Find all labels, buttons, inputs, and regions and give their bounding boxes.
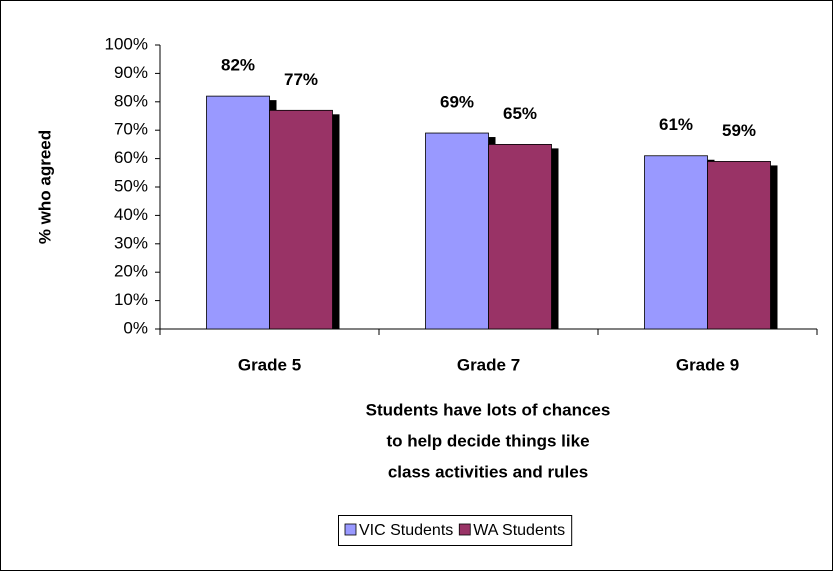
y-axis-label: % who agreed xyxy=(35,130,54,244)
value-label: 77% xyxy=(284,70,318,89)
value-label: 65% xyxy=(503,104,537,123)
legend-label: VIC Students xyxy=(359,522,453,539)
x-axis-label: to help decide things like xyxy=(386,431,589,450)
value-label: 59% xyxy=(722,121,756,140)
x-tick-label: Grade 5 xyxy=(238,355,301,374)
legend-swatch xyxy=(344,523,357,536)
value-label: 69% xyxy=(440,93,474,112)
x-tick-label: Grade 7 xyxy=(457,355,520,374)
bar xyxy=(488,143,552,330)
y-tick-label: 20% xyxy=(114,262,148,281)
y-tick-label: 70% xyxy=(114,120,148,139)
x-tick-label: Grade 9 xyxy=(676,355,739,374)
bar xyxy=(707,161,771,330)
x-axis-label: Students have lots of chances xyxy=(366,400,611,419)
y-tick-label: 80% xyxy=(114,91,148,110)
y-tick-label: 50% xyxy=(114,176,148,195)
y-tick-label: 100% xyxy=(105,34,148,53)
y-tick-label: 0% xyxy=(123,318,148,337)
value-label: 82% xyxy=(221,56,255,75)
bar xyxy=(425,132,489,330)
legend-label: WA Students xyxy=(473,522,565,539)
x-axis-label: class activities and rules xyxy=(388,462,588,481)
y-tick-label: 60% xyxy=(114,148,148,167)
y-tick-label: 40% xyxy=(114,205,148,224)
bar xyxy=(644,155,708,330)
legend xyxy=(338,515,573,546)
y-tick-label: 10% xyxy=(114,290,148,309)
y-tick-label: 90% xyxy=(114,63,148,82)
legend-swatch xyxy=(458,523,471,536)
y-tick-label: 30% xyxy=(114,233,148,252)
bar xyxy=(206,95,270,330)
value-label: 61% xyxy=(659,115,693,134)
bar xyxy=(269,109,333,330)
